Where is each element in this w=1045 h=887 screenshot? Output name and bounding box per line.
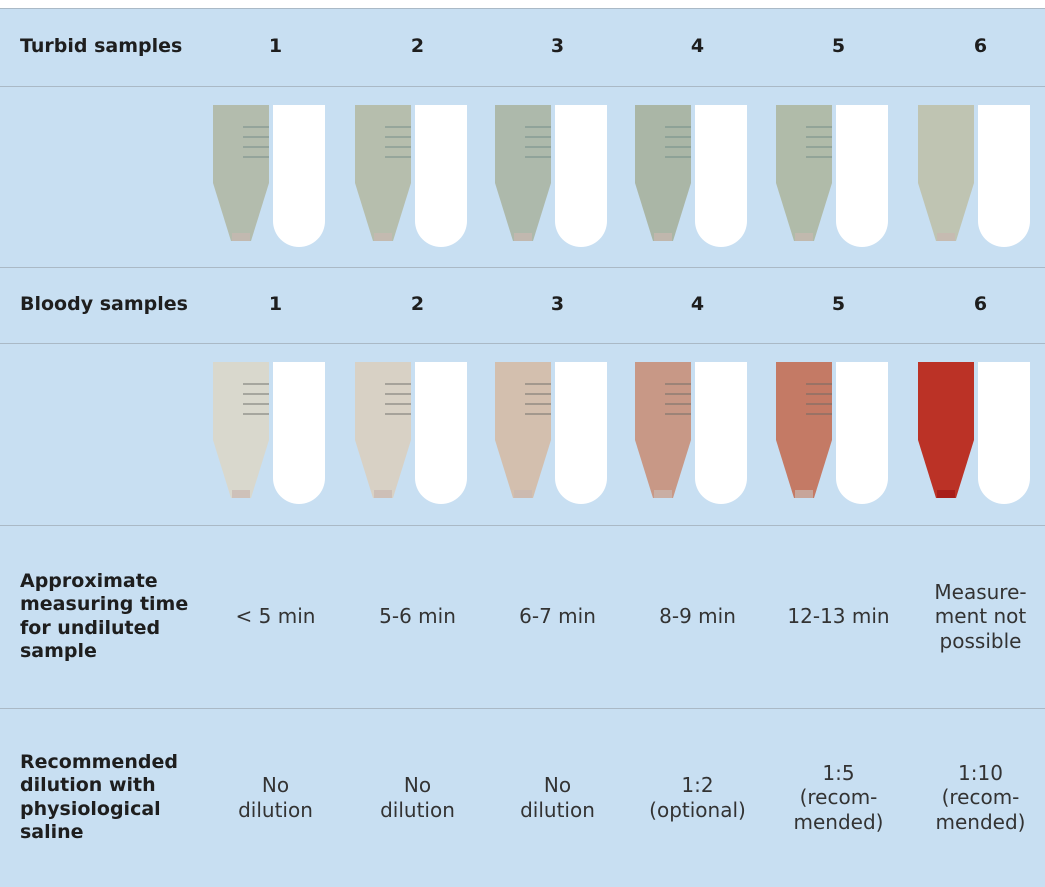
tube — [355, 105, 411, 241]
cell-text: 1:5 (recom- mended) — [768, 708, 909, 887]
tube — [776, 105, 832, 241]
white-panel — [555, 362, 607, 504]
cell-text: No dilution — [205, 708, 346, 887]
tube-bottom — [374, 233, 392, 241]
cell-text: 1:2 (optional) — [627, 708, 768, 887]
tube — [918, 362, 974, 498]
white-panel — [415, 105, 467, 247]
cell-text: No dilution — [487, 708, 628, 887]
tube-bottom — [795, 490, 813, 498]
cell-text: 1:10 (recom- mended) — [910, 708, 1045, 887]
cell-text: 2 — [347, 8, 488, 86]
cell-text: Measure- ment not possible — [910, 525, 1045, 708]
tube-bottom — [654, 233, 672, 241]
tube-bottom — [514, 490, 532, 498]
cell-text: 5-6 min — [347, 525, 488, 708]
tube-bottom — [937, 490, 955, 498]
white-panel — [836, 105, 888, 247]
cell-text: < 5 min — [205, 525, 346, 708]
white-panel — [978, 105, 1030, 247]
tube-bottom — [374, 490, 392, 498]
cell-text: 3 — [487, 267, 628, 343]
cell-text: 1 — [205, 8, 346, 86]
white-panel — [555, 105, 607, 247]
tube-bottom — [937, 233, 955, 241]
tube-bottom — [232, 233, 250, 241]
row-label: Recommended dilution with physiological … — [20, 708, 210, 887]
tube — [495, 362, 551, 498]
tube-bottom — [795, 233, 813, 241]
cell-text: No dilution — [347, 708, 488, 887]
cell-text: 5 — [768, 267, 909, 343]
cell-text: 12-13 min — [768, 525, 909, 708]
tube — [635, 105, 691, 241]
tube-bottom — [654, 490, 672, 498]
white-panel — [695, 362, 747, 504]
white-panel — [273, 362, 325, 504]
tube — [635, 362, 691, 498]
cell-text: 1 — [205, 267, 346, 343]
row-separator — [0, 86, 1045, 87]
cell-text: 5 — [768, 8, 909, 86]
cell-text: 6 — [910, 8, 1045, 86]
row-label: Turbid samples — [20, 8, 210, 86]
tube — [355, 362, 411, 498]
row-separator — [0, 343, 1045, 344]
white-panel — [836, 362, 888, 504]
tube — [213, 105, 269, 241]
cell-text: 6-7 min — [487, 525, 628, 708]
cell-text: 4 — [627, 267, 768, 343]
tube — [495, 105, 551, 241]
white-panel — [978, 362, 1030, 504]
tube-bottom — [232, 490, 250, 498]
cell-text: 6 — [910, 267, 1045, 343]
cell-text: 3 — [487, 8, 628, 86]
row-label: Bloody samples — [20, 267, 210, 343]
page: Turbid samples123456Bloody samples123456… — [0, 0, 1045, 887]
white-panel — [273, 105, 325, 247]
cell-text: 4 — [627, 8, 768, 86]
tube — [776, 362, 832, 498]
white-panel — [415, 362, 467, 504]
cell-text: 2 — [347, 267, 488, 343]
tube — [213, 362, 269, 498]
cell-text: 8-9 min — [627, 525, 768, 708]
tube — [918, 105, 974, 241]
tube-bottom — [514, 233, 532, 241]
row-label: Approximate measuring time for undiluted… — [20, 525, 210, 708]
white-panel — [695, 105, 747, 247]
